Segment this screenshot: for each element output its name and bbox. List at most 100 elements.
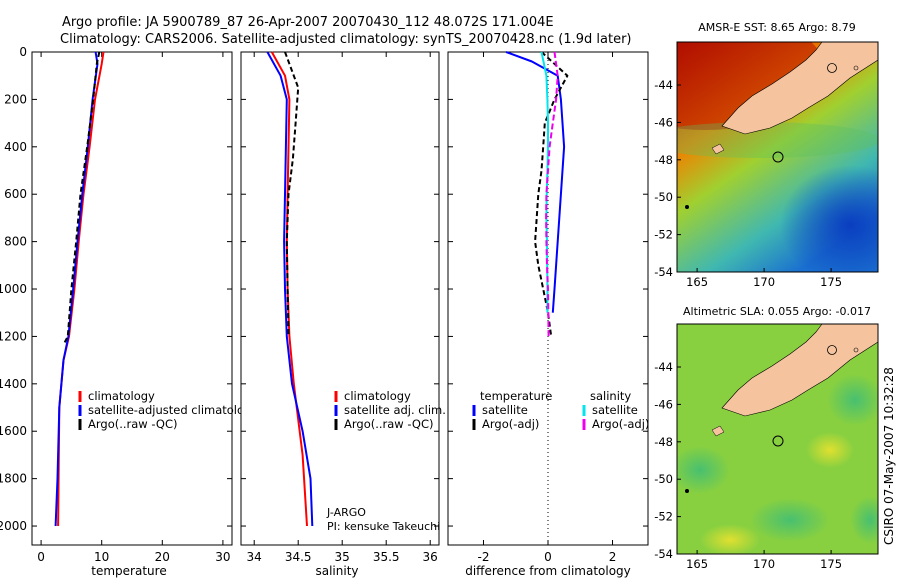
sst-land-south-island — [721, 42, 878, 135]
map-ytick-label: -44 — [654, 78, 673, 92]
map-ytick-label: -52 — [654, 510, 673, 524]
map-xtick-label: 175 — [820, 275, 842, 289]
sla-island-1 — [827, 345, 837, 355]
sla-blob-1 — [827, 374, 878, 426]
difference-xlabel: difference from climatology — [465, 564, 631, 578]
temperature-xlabel: temperature — [91, 564, 166, 578]
legend-label: climatology — [88, 389, 155, 403]
xtick-label: 10 — [94, 550, 109, 564]
ytick-label: 1600 — [0, 424, 27, 438]
xtick-label: 2 — [609, 550, 617, 564]
temperature-axes-box — [31, 51, 233, 546]
sst-map-frame — [676, 41, 879, 273]
map-xtick-label: 170 — [753, 557, 775, 571]
map-xtick-label: 165 — [686, 557, 708, 571]
sla-land-south-island — [721, 324, 878, 417]
sst-cold-patch — [780, 165, 878, 272]
xtick-label: 36 — [423, 550, 438, 564]
xtick-label: -2 — [477, 550, 489, 564]
sst-green-band — [677, 122, 878, 158]
legend-label: climatology — [344, 389, 411, 403]
map-xtick-label: 170 — [753, 275, 775, 289]
map-ytick-label: -52 — [654, 228, 673, 242]
ytick-label: 600 — [4, 187, 27, 201]
sst-argo-marker — [772, 151, 784, 163]
salinity-axes-box — [240, 51, 440, 546]
map-xtick-label: 165 — [686, 275, 708, 289]
sst-stewart-island — [711, 143, 725, 155]
project-annotation: J-ARGO — [326, 506, 366, 519]
ytick-label: 400 — [4, 140, 27, 154]
xtick-label: 35 — [335, 550, 350, 564]
map-xtick-label: 175 — [820, 557, 842, 571]
sla-blob-3 — [750, 498, 830, 542]
xtick-label: 34.5 — [285, 550, 312, 564]
ytick-label: 1400 — [0, 377, 27, 391]
sla-blob-6 — [850, 496, 878, 544]
sla-argo-marker — [772, 435, 784, 447]
map-ytick-label: -46 — [654, 115, 673, 129]
series-line-argo — [63, 51, 101, 344]
footer-stamp: CSIRO 07-May-2007 10:32:28 — [882, 367, 896, 545]
ytick-label: 800 — [4, 235, 27, 249]
xtick-label: 20 — [155, 550, 170, 564]
xtick-label: 0 — [544, 550, 552, 564]
sla-map: Altimetric SLA: 0.055 Argo: -0.017 165 17… — [654, 305, 879, 571]
ytick-label: 1800 — [0, 472, 27, 486]
sla-map-frame — [676, 323, 879, 555]
xtick-label: 34 — [247, 550, 262, 564]
legend-label: satellite — [592, 403, 638, 417]
xtick-label: 0 — [37, 550, 45, 564]
legend-label: Argo(..raw -QC) — [344, 417, 434, 431]
sst-island-1 — [827, 63, 837, 73]
sst-island-2 — [853, 65, 859, 71]
ytick-label: 1200 — [0, 329, 27, 343]
map-ytick-label: -50 — [654, 472, 673, 486]
map-ytick-label: -48 — [654, 435, 673, 449]
sst-island-3 — [685, 205, 689, 209]
legend-label: temperature — [480, 389, 552, 403]
legend-label: Argo(..raw -QC) — [88, 417, 178, 431]
series-line-salinity-argo-adj — [545, 51, 559, 337]
ytick-label: 1000 — [0, 282, 27, 296]
legend-label: Argo(-adj) — [592, 417, 649, 431]
sst-map-title: AMSR-E SST: 8.65 Argo: 8.79 — [698, 21, 856, 34]
xtick-label: 35.5 — [373, 550, 400, 564]
salinity-xlabel: salinity — [315, 564, 358, 578]
legend-label: satellite adj. clim. — [344, 403, 446, 417]
figure-title-line2: Climatology: CARS2006. Satellite-adjuste… — [60, 32, 632, 47]
map-ytick-label: -46 — [654, 397, 673, 411]
sla-stewart-island — [711, 425, 725, 437]
map-ytick-label: -50 — [654, 190, 673, 204]
ytick-label: 2000 — [0, 519, 27, 533]
ytick-label: 200 — [4, 92, 27, 106]
sla-map-title: Altimetric SLA: 0.055 Argo: -0.017 — [683, 305, 871, 318]
map-ytick-label: -48 — [654, 153, 673, 167]
ytick-label: 0 — [19, 45, 27, 59]
legend-label: satellite — [482, 403, 528, 417]
sla-island-3 — [685, 489, 689, 493]
temperature-panel: 0 10 20 30 0 200 400 600 800 1000 1200 1400 1600 1800… — [0, 45, 258, 578]
map-ytick-label: -44 — [654, 360, 673, 374]
xtick-label: 30 — [215, 550, 230, 564]
sla-blob-5 — [700, 524, 760, 554]
map-ytick-label: -54 — [654, 547, 673, 561]
legend-label: salinity — [590, 389, 631, 403]
sla-island-2 — [853, 347, 859, 353]
legend-label: satellite-adjusted climatology — [88, 403, 258, 417]
series-line-argo — [284, 51, 300, 337]
pi-annotation: PI: kensuke Takeuchi — [327, 520, 440, 533]
sla-blob-4 — [806, 432, 854, 468]
sla-blob-2 — [677, 446, 730, 494]
sst-map: AMSR-E SST: 8.65 Argo: 8.79 165 170 175 -44… — [654, 21, 879, 289]
map-ytick-label: -54 — [654, 265, 673, 279]
series-line-satellite — [266, 51, 314, 527]
figure-title-line1: Argo profile: JA 5900789_87 26-Apr-2007 … — [62, 15, 554, 30]
legend-label: Argo(-adj) — [482, 417, 539, 431]
